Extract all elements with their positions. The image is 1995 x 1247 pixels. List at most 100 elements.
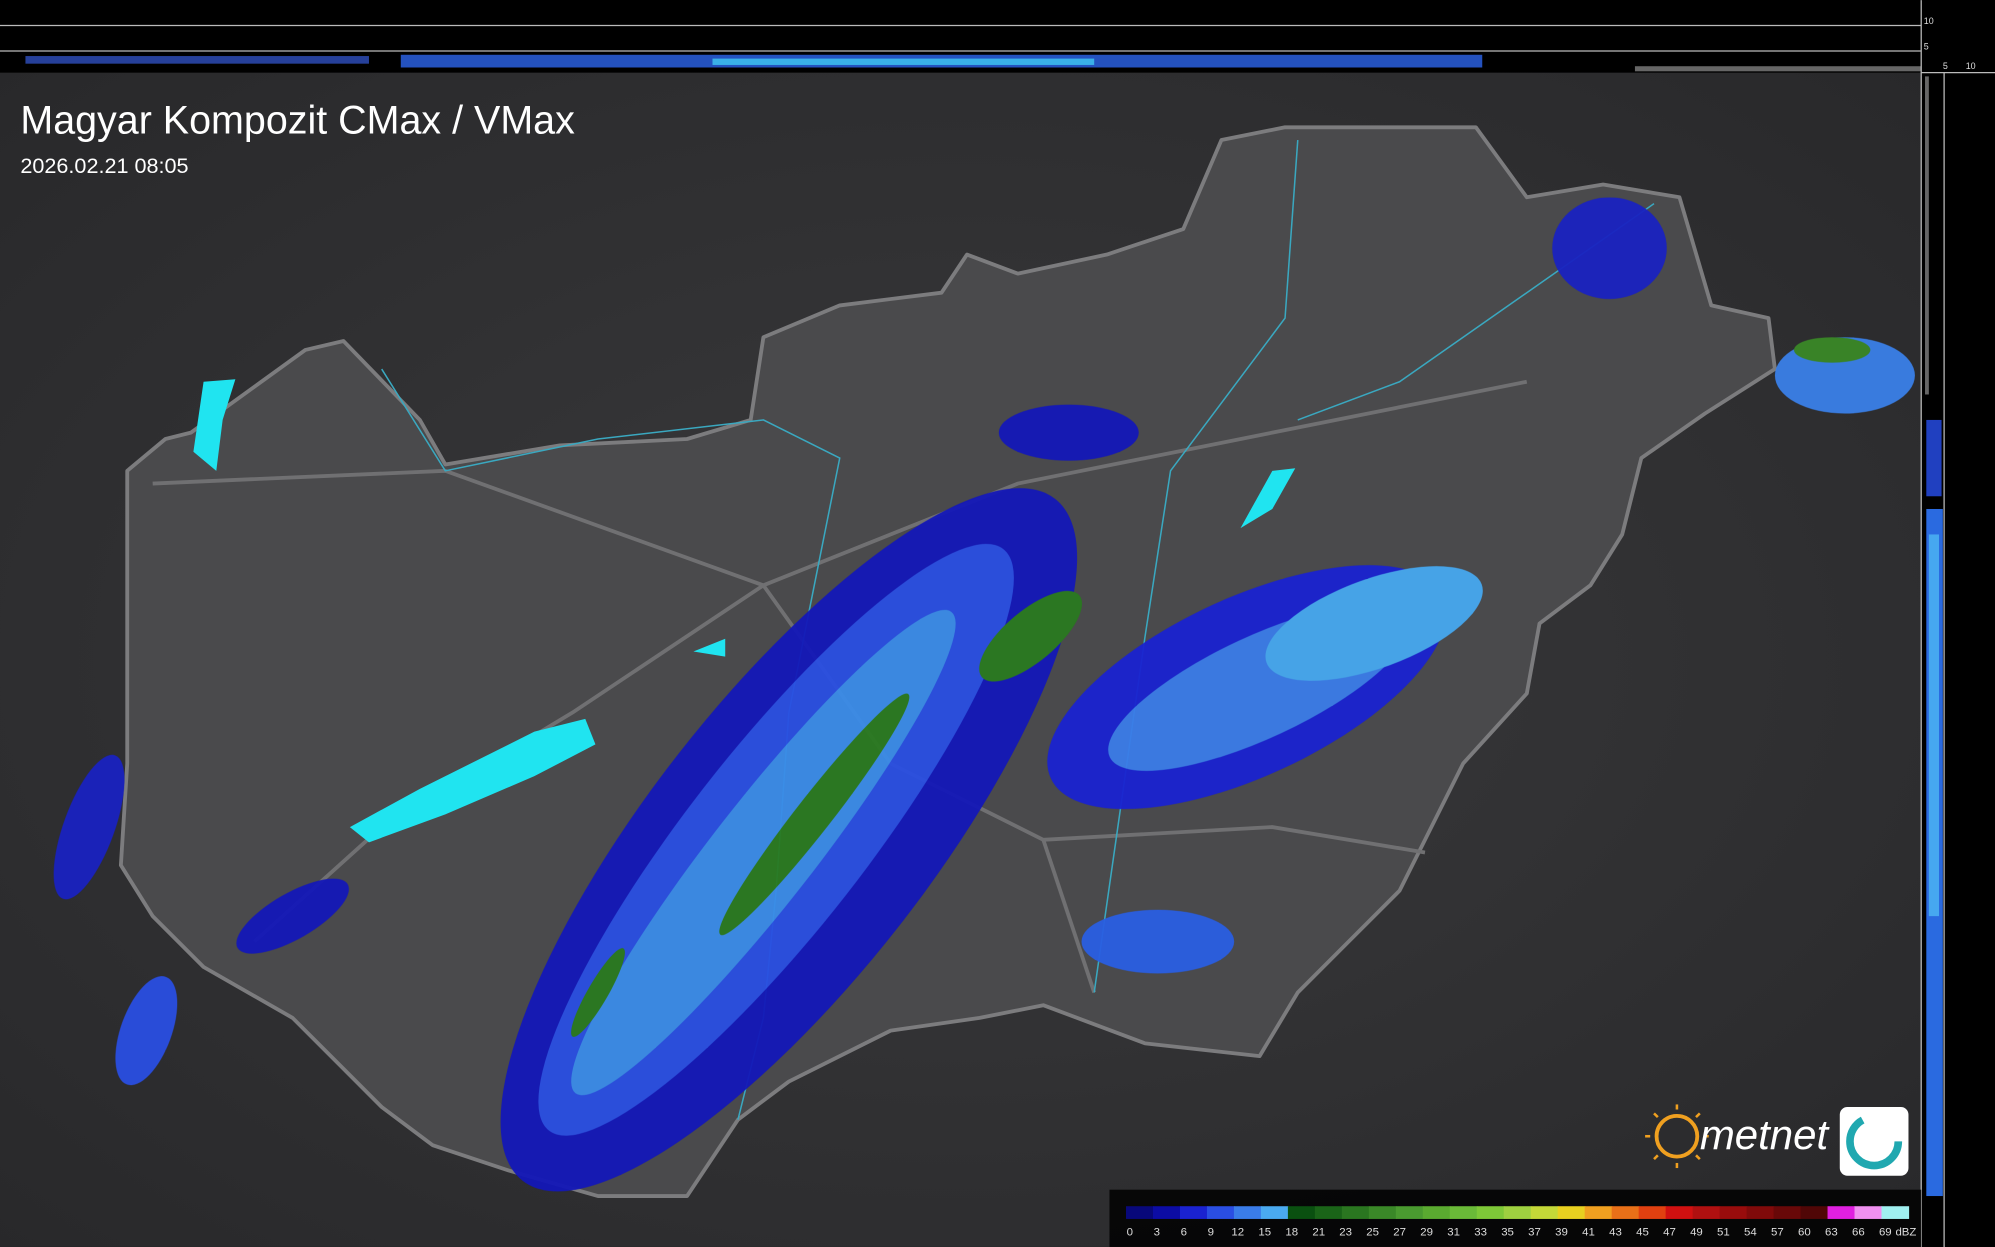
legend-label: 18 <box>1285 1226 1298 1238</box>
scale-label: 5 <box>1943 61 1948 71</box>
scale-label: 10 <box>1924 16 1934 26</box>
legend-label: 25 <box>1366 1226 1379 1238</box>
legend-label: 37 <box>1528 1226 1541 1238</box>
legend-label: 9 <box>1208 1226 1214 1238</box>
legend-swatch <box>1638 1206 1667 1219</box>
map-title: Magyar Kompozit CMax / VMax <box>20 99 575 143</box>
legend-label: 39 <box>1555 1226 1568 1238</box>
line <box>1653 1112 1659 1119</box>
legend-swatch <box>1827 1206 1856 1219</box>
legend-swatch <box>1395 1206 1424 1219</box>
strip-echo <box>712 58 1095 65</box>
legend-swatch <box>1341 1206 1370 1219</box>
legend-swatch <box>1368 1206 1397 1219</box>
legend-label: 35 <box>1501 1226 1514 1238</box>
g <box>1645 1104 1709 1169</box>
ellipse <box>571 948 625 1037</box>
legend-label: 0 <box>1127 1226 1133 1238</box>
legend-label: 60 <box>1798 1226 1811 1238</box>
strip-echo <box>1925 76 1929 395</box>
ellipse <box>236 878 349 954</box>
strip-echo <box>1634 66 1922 72</box>
legend-label: 69 <box>1879 1226 1892 1238</box>
logo: metnet <box>1645 1104 1909 1176</box>
legend-swatch <box>1206 1206 1235 1219</box>
strip-echo <box>1928 534 1940 917</box>
legend-swatch <box>1800 1206 1829 1219</box>
ellipse <box>115 976 178 1086</box>
legend-swatch <box>1449 1206 1478 1219</box>
strip-echo <box>25 56 369 64</box>
legend-label: 23 <box>1339 1226 1352 1238</box>
legend-label: 66 <box>1852 1226 1865 1238</box>
legend-label: 43 <box>1609 1226 1622 1238</box>
legend-swatch <box>1287 1206 1316 1219</box>
path <box>1093 139 1299 993</box>
ellipse <box>1265 566 1483 681</box>
legend-swatch <box>1422 1206 1451 1219</box>
legend-label: 54 <box>1744 1226 1757 1238</box>
legend-swatch <box>1530 1206 1559 1219</box>
logo-text: metnet <box>1700 1111 1831 1158</box>
legend-label: 51 <box>1717 1226 1730 1238</box>
lake <box>193 379 236 471</box>
legend-label: 33 <box>1474 1226 1487 1238</box>
legend-swatch <box>1126 1206 1154 1219</box>
legend-label: 12 <box>1231 1226 1244 1238</box>
lake <box>693 638 726 657</box>
legend-swatch <box>1179 1206 1208 1219</box>
legend-swatch <box>1503 1206 1532 1219</box>
legend-swatch <box>1692 1206 1721 1219</box>
lake <box>1240 468 1296 529</box>
ellipse <box>979 590 1082 682</box>
legend-swatch <box>1746 1206 1775 1219</box>
legend-label: 6 <box>1181 1226 1187 1238</box>
ellipse <box>571 609 956 1096</box>
legend-unit: dBZ <box>1895 1226 1916 1238</box>
legend-swatch <box>1152 1206 1181 1219</box>
legend-swatch <box>1881 1206 1910 1219</box>
legend-swatch <box>1557 1206 1586 1219</box>
legend-label: 63 <box>1825 1226 1838 1238</box>
scale-label: 10 <box>1966 61 1976 71</box>
legend: 0 3 6 9 12 15 18 21 23 25 27 29 31 33 35 37 39 41 43 45 47 49… <box>1126 1206 1916 1238</box>
precipitation <box>53 197 1915 1192</box>
ellipse <box>53 754 125 900</box>
legend-swatch <box>1260 1206 1289 1219</box>
circle <box>1654 1113 1700 1159</box>
legend-label: 27 <box>1393 1226 1406 1238</box>
legend-label: 31 <box>1447 1226 1460 1238</box>
legend-label: 47 <box>1663 1226 1676 1238</box>
legend-swatch <box>1584 1206 1613 1219</box>
legend-label: 3 <box>1154 1226 1160 1238</box>
legend-label: 57 <box>1771 1226 1784 1238</box>
legend-label: 15 <box>1258 1226 1271 1238</box>
legend-label: 41 <box>1582 1226 1595 1238</box>
lake <box>349 718 596 843</box>
line <box>1695 1112 1701 1119</box>
legend-swatch <box>1476 1206 1505 1219</box>
ellipse <box>719 693 910 936</box>
legend-swatch <box>1773 1206 1802 1219</box>
legend-label: 29 <box>1420 1226 1433 1238</box>
ellipse <box>998 404 1139 461</box>
scale-label: 5 <box>1924 42 1929 52</box>
strip-echo <box>1926 419 1942 497</box>
legend-swatch <box>1314 1206 1343 1219</box>
circle <box>1846 1113 1903 1170</box>
timestamp: 2026.02.21 08:05 <box>20 153 188 178</box>
ellipse <box>1552 197 1667 300</box>
ellipse <box>1793 337 1871 363</box>
legend-label: 21 <box>1312 1226 1325 1238</box>
legend-swatch <box>1854 1206 1883 1219</box>
legend-swatch <box>1719 1206 1748 1219</box>
path <box>152 379 1528 588</box>
line <box>1695 1154 1701 1161</box>
line <box>1653 1154 1659 1161</box>
legend-label: 45 <box>1636 1226 1649 1238</box>
legend-label: 49 <box>1690 1226 1703 1238</box>
legend-swatch <box>1665 1206 1694 1219</box>
legend-swatch <box>1611 1206 1640 1219</box>
legend-swatch <box>1233 1206 1262 1219</box>
